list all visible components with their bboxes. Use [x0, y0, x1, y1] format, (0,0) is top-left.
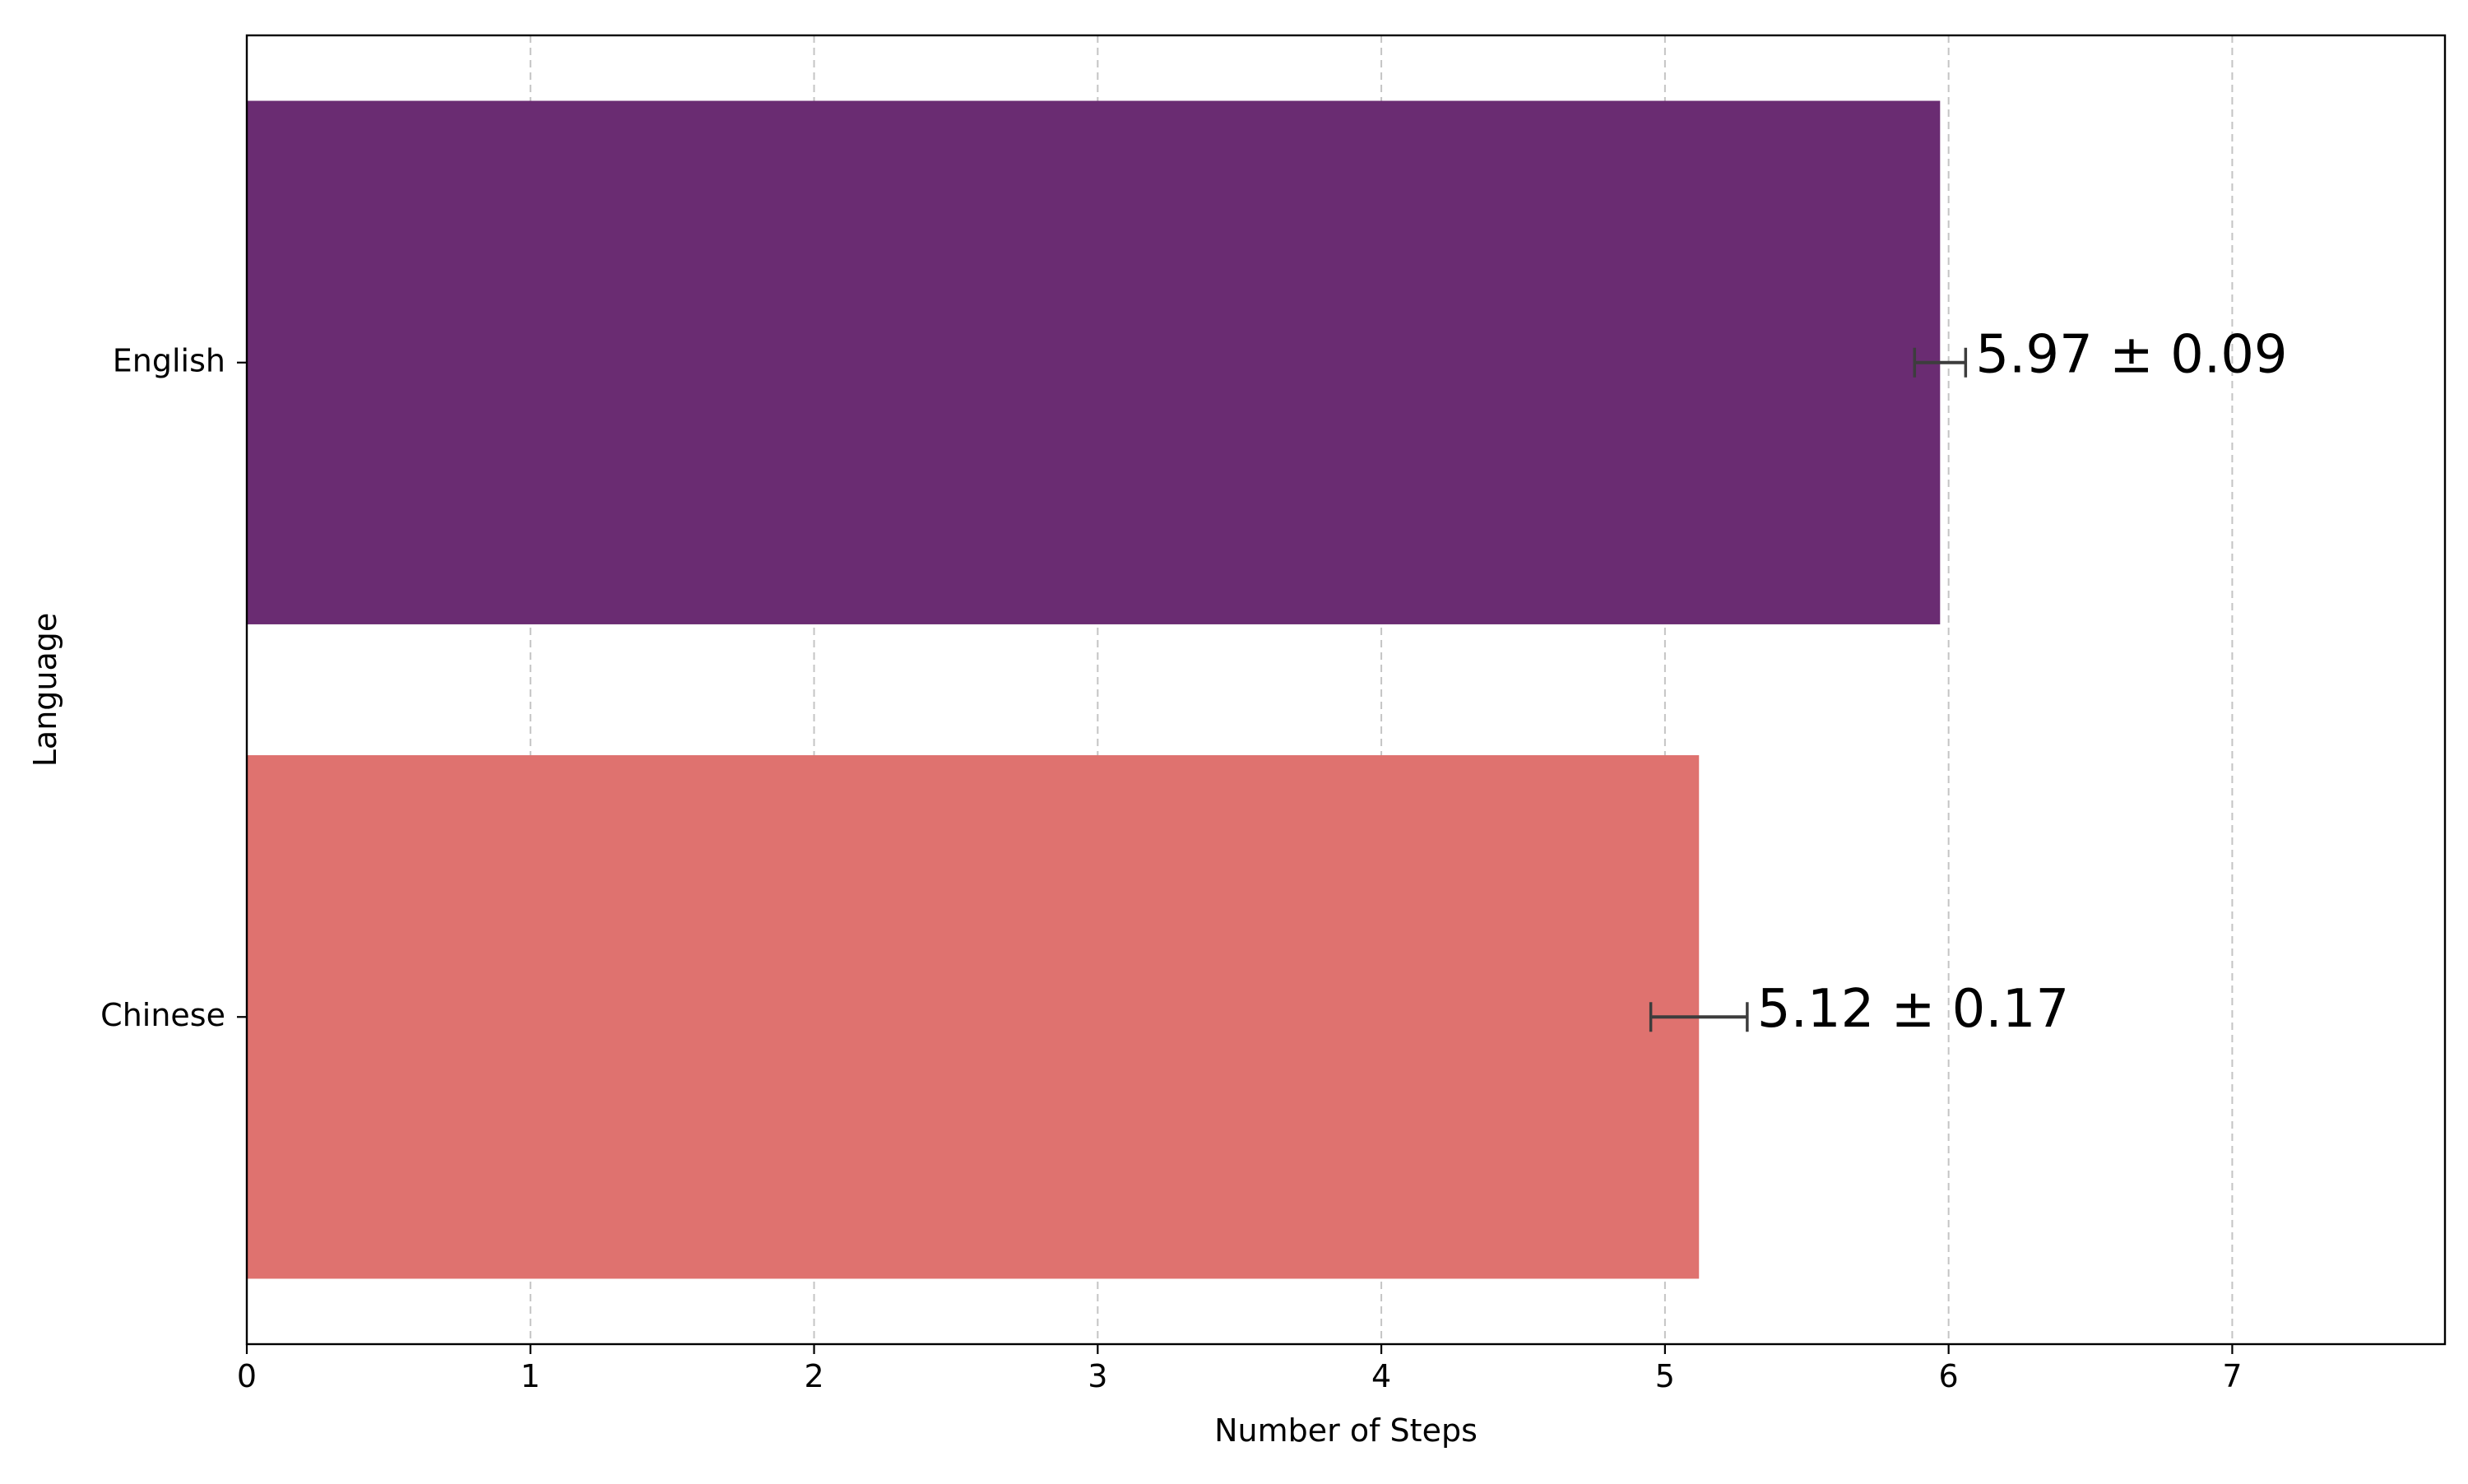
bar-english [247, 100, 1941, 624]
y-axis-label: Language [27, 613, 63, 768]
error-bar-chinese [1649, 1002, 1749, 1032]
x-tick-label: 7 [2222, 1358, 2242, 1394]
bar-chinese [247, 755, 1700, 1279]
x-tick-label: 4 [1371, 1358, 1391, 1394]
y-tick-label: English [113, 342, 225, 378]
plot-frame [245, 34, 2447, 1346]
bars [247, 100, 1941, 1279]
bar-value-labels: 5.97 ± 0.09 5.12 ± 0.17 [1757, 324, 2288, 1040]
x-tick-label: 1 [521, 1358, 540, 1394]
x-tick-label: 3 [1088, 1358, 1107, 1394]
y-tick-label: Chinese [100, 997, 225, 1033]
x-tick-label: 5 [1655, 1358, 1675, 1394]
y-axis-ticks: English Chinese [100, 342, 247, 1033]
bar-value-label: 5.12 ± 0.17 [1757, 979, 2069, 1040]
x-axis-label: Number of Steps [1214, 1412, 1478, 1449]
bar-value-label: 5.97 ± 0.09 [1975, 324, 2287, 385]
error-bar-english [1913, 347, 1968, 378]
x-tick-label: 6 [1939, 1358, 1959, 1394]
x-tick-label: 0 [237, 1358, 257, 1394]
error-bars [1649, 347, 1968, 1032]
x-tick-label: 2 [804, 1358, 823, 1394]
x-axis-ticks: 0 1 2 3 4 5 6 7 [237, 1344, 2243, 1394]
